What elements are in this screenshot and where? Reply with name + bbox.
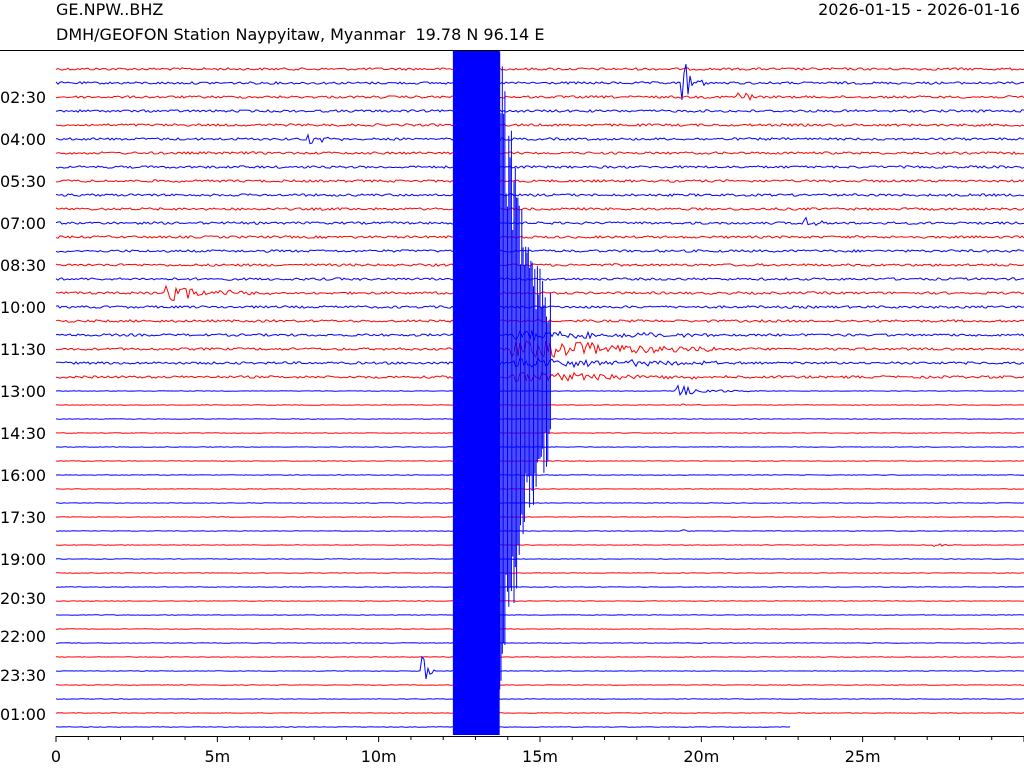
- event-tail: [499, 51, 551, 690]
- y-tick-labels: 02:30 04:00 05:30 07:00 08:30 10:00 11:30 13:00…: [0, 88, 46, 724]
- trace-line: [55, 165, 1024, 169]
- y-tick-label: 04:00: [0, 130, 46, 149]
- y-tick-label: 01:00: [0, 705, 46, 724]
- y-tick-label: 20:30: [0, 589, 46, 608]
- trace-line: [55, 529, 1024, 532]
- y-tick-label: 11:30: [0, 340, 46, 359]
- trace-line: [55, 263, 1024, 267]
- trace-line: [56, 655, 1024, 680]
- x-tick-label: 15m: [522, 747, 558, 766]
- y-tick-label: 05:30: [0, 172, 46, 191]
- trace-line: [55, 151, 1024, 155]
- x-tick-label: 25m: [845, 747, 881, 766]
- date-range: 2026-01-15 - 2026-01-16: [818, 0, 1020, 19]
- trace-line: [55, 63, 1024, 100]
- y-tick-label: 23:30: [0, 666, 46, 685]
- y-tick-label: 16:00: [0, 466, 46, 485]
- y-tick-label: 19:00: [0, 550, 46, 569]
- x-axis: 0 5m 10m 15m 20m 25m: [51, 736, 1024, 766]
- x-tick-label: 5m: [204, 747, 230, 766]
- trace-line: [55, 179, 1024, 183]
- y-tick-label: 22:00: [0, 627, 46, 646]
- saturated-event-block: [452, 50, 500, 735]
- trace-line: [55, 133, 1024, 145]
- trace-line: [55, 249, 1024, 253]
- trace-line: [55, 543, 1024, 547]
- y-tick-label: 14:30: [0, 424, 46, 443]
- trace-line: [55, 216, 1024, 227]
- y-tick-label: 02:30: [0, 88, 46, 107]
- y-tick-label: 08:30: [0, 256, 46, 275]
- trace-line: [55, 193, 1024, 197]
- x-tick-label: 10m: [361, 747, 397, 766]
- y-tick-label: 10:00: [0, 298, 46, 317]
- trace-line: [55, 123, 1024, 127]
- trace-group: [55, 50, 1024, 735]
- trace-line: [55, 235, 1024, 239]
- trace-line: [55, 109, 1024, 113]
- trace-line: [55, 92, 1024, 101]
- y-tick-label: 07:00: [0, 214, 46, 233]
- station-code: GE.NPW..BHZ: [56, 0, 164, 19]
- y-tick-label: 17:30: [0, 508, 46, 527]
- x-tick-label: 0: [51, 747, 61, 766]
- station-description: DMH/GEOFON Station Naypyitaw, Myanmar 19…: [56, 25, 545, 44]
- trace-line: [55, 207, 1024, 211]
- x-tick-label: 20m: [683, 747, 719, 766]
- y-tick-label: 13:00: [0, 382, 46, 401]
- trace-line: [55, 67, 1024, 71]
